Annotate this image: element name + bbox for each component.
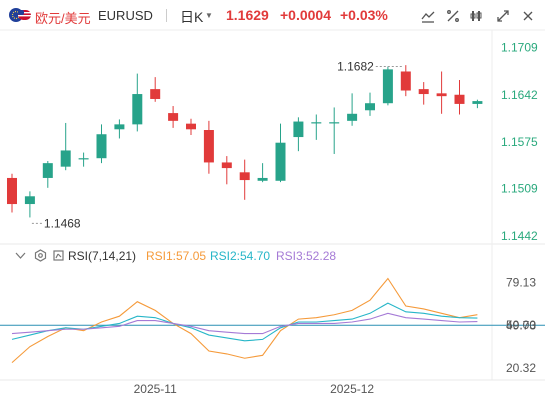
- price-tick-label: 1.1509: [501, 182, 538, 196]
- price-change: +0.0004: [280, 7, 331, 23]
- time-axis-label: 2025-11: [134, 382, 177, 396]
- candle-body: [114, 124, 125, 130]
- price-tick-label: 1.1642: [501, 88, 538, 102]
- candle-body: [311, 122, 322, 124]
- price-change-percent: +0.03%: [340, 7, 388, 23]
- candle-body: [78, 158, 89, 160]
- candle-body: [239, 172, 250, 181]
- scale-icon[interactable]: [495, 8, 511, 24]
- candle-body: [418, 89, 429, 95]
- last-price: 1.1629: [226, 7, 269, 23]
- candle-body: [42, 163, 53, 178]
- draw-line-icon[interactable]: [420, 8, 436, 24]
- candle-body: [472, 101, 483, 104]
- slash-tool-icon[interactable]: [445, 8, 461, 24]
- candle-body: [7, 177, 17, 205]
- candle-body: [60, 150, 71, 167]
- candle-body: [186, 123, 196, 130]
- low-price-label: 1.1468: [44, 216, 81, 230]
- candle-body: [400, 71, 411, 91]
- candle-body: [257, 177, 268, 181]
- rsi1-value: RSI1:57.05: [146, 249, 207, 263]
- eye-off-icon[interactable]: [14, 249, 27, 262]
- rsi-tick-label: 49.73: [506, 318, 536, 332]
- candle-body: [436, 93, 447, 97]
- candle-body: [203, 130, 214, 163]
- price-tick-label: 1.1575: [501, 135, 538, 149]
- candle-body: [150, 89, 161, 99]
- period-selector[interactable]: 日K: [180, 9, 204, 25]
- candle-body: [454, 94, 465, 104]
- chart-header: 欧元/美元 EURUSD 日K ▼ 1.1629 +0.0004 +0.03%: [0, 0, 545, 30]
- rsi-tick-label: 79.13: [506, 276, 536, 290]
- rsi-line-rsi2: [11, 302, 478, 342]
- pair-name-cn[interactable]: 欧元/美元: [35, 11, 91, 26]
- rsi-line-rsi3: [11, 312, 478, 335]
- pause-icon[interactable]: [468, 8, 484, 24]
- rsi-tick-label: 50.00: [506, 318, 536, 332]
- chart-type-icon[interactable]: [52, 249, 65, 262]
- candle-body: [329, 122, 340, 124]
- pair-code[interactable]: EURUSD: [98, 8, 153, 23]
- candle-body: [221, 162, 232, 169]
- candle-body: [382, 69, 393, 104]
- price-tick-label: 1.1442: [501, 229, 538, 243]
- rsi3-value: RSI3:52.28: [276, 249, 337, 263]
- candle-body: [24, 196, 35, 205]
- rsi-tick-label: 20.32: [506, 361, 536, 375]
- rsi-indicator-name[interactable]: RSI(7,14,21): [68, 249, 137, 263]
- rsi-line-rsi1: [11, 277, 478, 364]
- candle-body: [365, 103, 375, 111]
- close-icon[interactable]: [520, 8, 536, 24]
- eu-us-flag-icon: [9, 8, 31, 22]
- header-divider: [166, 9, 167, 22]
- settings-icon[interactable]: [34, 249, 47, 262]
- candle-body: [293, 121, 304, 138]
- candle-body: [132, 94, 143, 125]
- high-price-label: 1.1682: [337, 60, 374, 74]
- price-tick-label: 1.1709: [501, 41, 538, 55]
- candle-body: [347, 113, 358, 121]
- time-axis-label: 2025-12: [330, 382, 374, 396]
- candle-body: [275, 142, 286, 181]
- candle-body: [96, 134, 107, 159]
- candle-body: [168, 113, 179, 121]
- chevron-down-icon[interactable]: ▼: [205, 11, 213, 20]
- rsi2-value: RSI2:54.70: [210, 249, 271, 263]
